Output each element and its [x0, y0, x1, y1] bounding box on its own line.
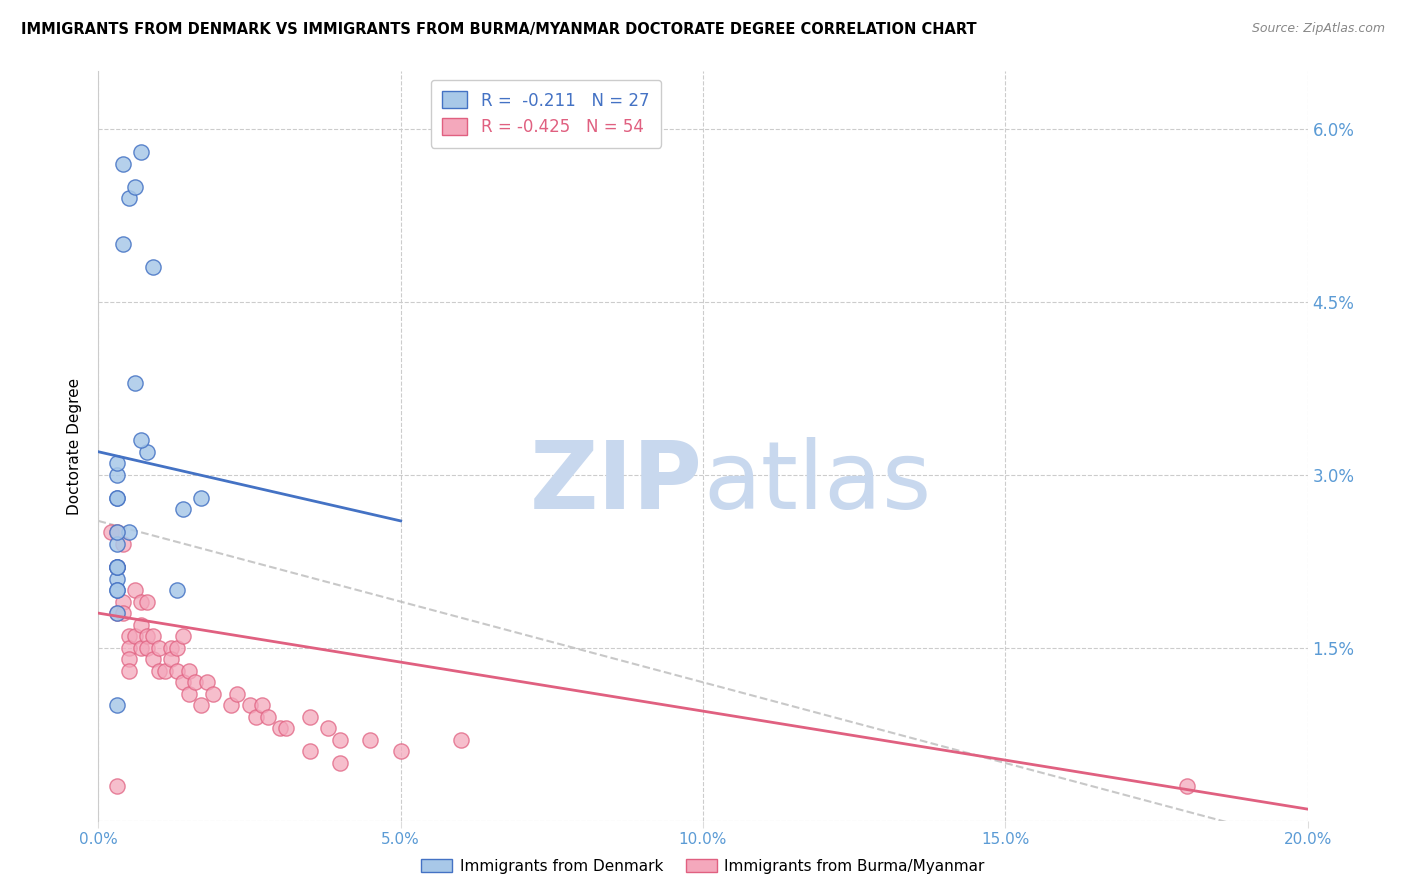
- Point: [166, 583, 188, 598]
- Point: [148, 640, 170, 655]
- Point: [269, 722, 291, 736]
- Point: [360, 733, 382, 747]
- Point: [135, 444, 157, 458]
- Point: [172, 675, 194, 690]
- Point: [111, 237, 134, 252]
- Point: [124, 179, 146, 194]
- Point: [105, 560, 128, 574]
- Point: [195, 675, 218, 690]
- Point: [142, 260, 165, 275]
- Legend: R =  -0.211   N = 27, R = -0.425   N = 54: R = -0.211 N = 27, R = -0.425 N = 54: [430, 79, 661, 148]
- Point: [105, 491, 128, 505]
- Point: [135, 629, 157, 643]
- Point: [118, 525, 141, 540]
- Point: [100, 525, 122, 540]
- Point: [142, 652, 165, 666]
- Point: [142, 629, 165, 643]
- Point: [329, 733, 352, 747]
- Point: [389, 744, 412, 758]
- Point: [111, 537, 134, 551]
- Point: [179, 687, 201, 701]
- Point: [105, 560, 128, 574]
- Point: [129, 640, 152, 655]
- Point: [245, 710, 267, 724]
- Point: [256, 710, 278, 724]
- Point: [329, 756, 352, 770]
- Point: [160, 652, 183, 666]
- Point: [129, 434, 152, 448]
- Point: [124, 583, 146, 598]
- Point: [1175, 779, 1198, 793]
- Point: [105, 583, 128, 598]
- Point: [221, 698, 243, 713]
- Point: [166, 664, 188, 678]
- Point: [239, 698, 262, 713]
- Text: Source: ZipAtlas.com: Source: ZipAtlas.com: [1251, 22, 1385, 36]
- Point: [166, 640, 188, 655]
- Point: [135, 640, 157, 655]
- Point: [105, 560, 128, 574]
- Point: [450, 733, 472, 747]
- Legend: Immigrants from Denmark, Immigrants from Burma/Myanmar: Immigrants from Denmark, Immigrants from…: [415, 853, 991, 880]
- Point: [190, 698, 212, 713]
- Point: [105, 525, 128, 540]
- Point: [111, 594, 134, 608]
- Point: [105, 698, 128, 713]
- Point: [316, 722, 339, 736]
- Point: [105, 491, 128, 505]
- Point: [105, 467, 128, 482]
- Point: [105, 456, 128, 470]
- Point: [148, 664, 170, 678]
- Point: [179, 664, 201, 678]
- Point: [124, 629, 146, 643]
- Text: ZIP: ZIP: [530, 437, 703, 530]
- Point: [111, 606, 134, 620]
- Point: [129, 617, 152, 632]
- Text: atlas: atlas: [703, 437, 931, 530]
- Point: [172, 502, 194, 516]
- Point: [105, 583, 128, 598]
- Point: [274, 722, 297, 736]
- Point: [118, 652, 141, 666]
- Point: [299, 710, 322, 724]
- Point: [190, 491, 212, 505]
- Point: [105, 525, 128, 540]
- Y-axis label: Doctorate Degree: Doctorate Degree: [67, 377, 83, 515]
- Point: [105, 606, 128, 620]
- Point: [135, 594, 157, 608]
- Point: [184, 675, 207, 690]
- Point: [118, 191, 141, 205]
- Point: [153, 664, 176, 678]
- Point: [202, 687, 225, 701]
- Point: [299, 744, 322, 758]
- Point: [129, 145, 152, 159]
- Point: [105, 779, 128, 793]
- Text: IMMIGRANTS FROM DENMARK VS IMMIGRANTS FROM BURMA/MYANMAR DOCTORATE DEGREE CORREL: IMMIGRANTS FROM DENMARK VS IMMIGRANTS FR…: [21, 22, 977, 37]
- Point: [111, 156, 134, 170]
- Point: [105, 560, 128, 574]
- Point: [129, 594, 152, 608]
- Point: [226, 687, 249, 701]
- Point: [118, 640, 141, 655]
- Point: [105, 537, 128, 551]
- Point: [124, 376, 146, 390]
- Point: [160, 640, 183, 655]
- Point: [172, 629, 194, 643]
- Point: [118, 664, 141, 678]
- Point: [105, 606, 128, 620]
- Point: [105, 572, 128, 586]
- Point: [250, 698, 273, 713]
- Point: [118, 629, 141, 643]
